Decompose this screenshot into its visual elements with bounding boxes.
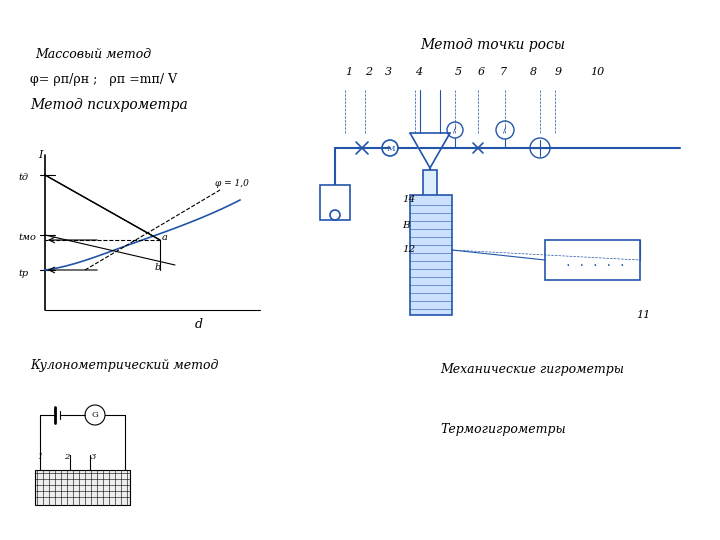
Text: tр: tр xyxy=(18,268,28,278)
Text: Механические гигрометры: Механические гигрометры xyxy=(440,363,624,376)
Text: 3: 3 xyxy=(385,67,392,77)
Text: 2: 2 xyxy=(365,67,372,77)
Text: 1: 1 xyxy=(37,453,42,461)
Text: . . . . .: . . . . . xyxy=(565,258,626,268)
Text: φ = 1,0: φ = 1,0 xyxy=(215,179,249,187)
Text: a: a xyxy=(162,233,168,242)
Bar xyxy=(423,170,437,290)
Text: Метод точки росы: Метод точки росы xyxy=(420,38,565,52)
Text: Термогигрометры: Термогигрометры xyxy=(440,423,566,436)
Text: b: b xyxy=(155,264,161,273)
Text: 7: 7 xyxy=(500,67,507,77)
Text: 3: 3 xyxy=(91,453,96,461)
Text: 8: 8 xyxy=(530,67,537,77)
Text: Массовый метод: Массовый метод xyxy=(35,49,151,62)
Text: G: G xyxy=(92,411,99,419)
Text: 11: 11 xyxy=(636,310,650,320)
Text: 14: 14 xyxy=(402,195,415,205)
Text: d: d xyxy=(195,319,203,332)
Bar xyxy=(410,195,452,315)
Text: Метод психрометра: Метод психрометра xyxy=(30,98,188,112)
Text: 12: 12 xyxy=(402,246,415,254)
Text: M: M xyxy=(387,145,395,153)
Bar xyxy=(320,185,350,220)
Text: /: / xyxy=(503,125,506,134)
Text: 1: 1 xyxy=(345,67,352,77)
Text: 2: 2 xyxy=(64,453,69,461)
Text: 4: 4 xyxy=(415,67,422,77)
Text: φ= ρп/ρн ;   ρп =mп/ V: φ= ρп/ρн ; ρп =mп/ V xyxy=(30,73,177,86)
Text: tд: tд xyxy=(18,173,28,183)
Text: B: B xyxy=(402,220,410,230)
Text: 9: 9 xyxy=(555,67,562,77)
Text: 6: 6 xyxy=(478,67,485,77)
Text: I: I xyxy=(38,150,42,160)
Text: /: / xyxy=(453,125,456,134)
Text: 10: 10 xyxy=(590,67,604,77)
Bar xyxy=(545,240,640,280)
Text: Кулонометрический метод: Кулонометрический метод xyxy=(30,359,218,372)
Text: 5: 5 xyxy=(455,67,462,77)
Bar xyxy=(35,470,130,505)
Text: tмо: tмо xyxy=(18,233,36,242)
